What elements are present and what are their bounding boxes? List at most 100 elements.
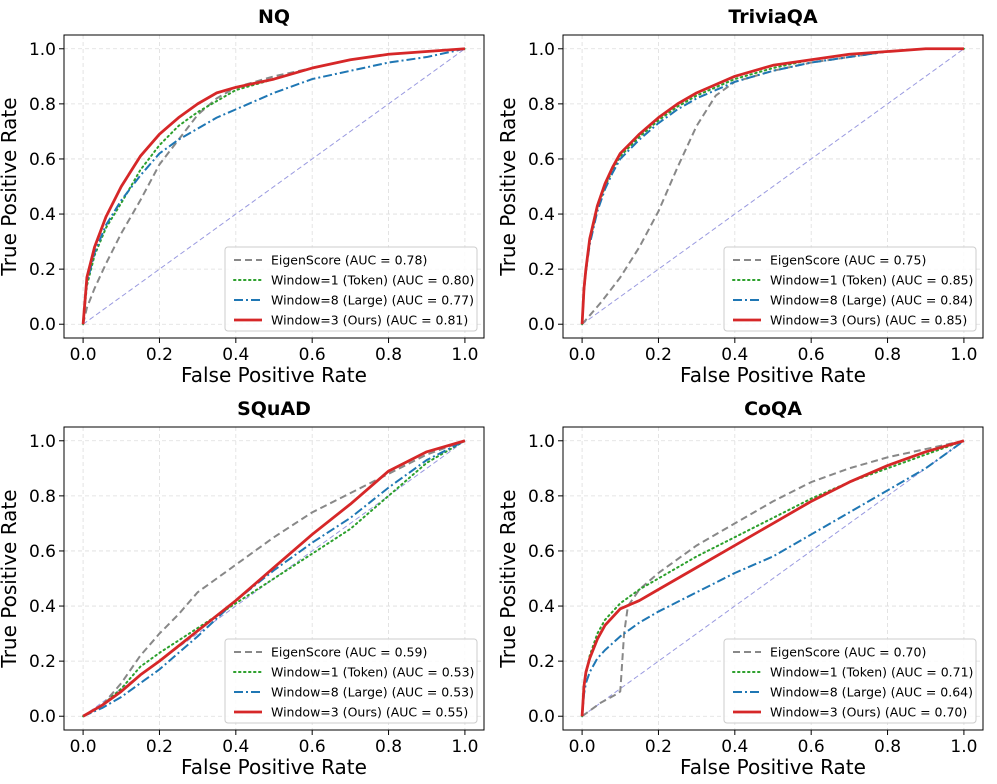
x-tick-label: 0.6	[299, 737, 326, 757]
y-tick-label: 0.0	[29, 315, 56, 335]
y-tick-label: 1.0	[528, 40, 555, 60]
legend-entry-label: Window=8 (Large) (AUC = 0.77)	[271, 293, 474, 308]
legend: EigenScore (AUC = 0.75) Window=1 (Token) …	[723, 246, 977, 332]
y-tick-label: 0.0	[528, 707, 555, 727]
x-tick-label: 0.2	[146, 737, 173, 757]
x-tick-label: 0.8	[874, 737, 901, 757]
x-tick-label: 0.0	[70, 345, 97, 365]
legend-box	[723, 246, 977, 332]
legend-entry-label: Window=3 (Ours) (AUC = 0.70)	[770, 705, 967, 720]
legend-entry-label: Window=1 (Token) (AUC = 0.71)	[770, 665, 973, 680]
y-tick-label: 0.6	[29, 542, 56, 562]
legend-entry-label: EigenScore (AUC = 0.78)	[271, 253, 427, 268]
y-tick-label: 0.4	[528, 597, 555, 617]
series-line-4	[82, 439, 466, 718]
y-tick-label: 0.8	[29, 487, 56, 507]
x-tick-label: 0.4	[222, 345, 249, 365]
legend-entry-label: EigenScore (AUC = 0.70)	[770, 645, 926, 660]
y-tick-label: 0.2	[29, 260, 56, 280]
legend: EigenScore (AUC = 0.59) Window=1 (Token) …	[224, 638, 478, 724]
y-tick-label: 1.0	[29, 432, 56, 452]
diagonal-reference-line	[581, 440, 965, 717]
legend-box	[224, 246, 478, 332]
y-tick-label: 0.4	[29, 597, 56, 617]
series-line-1	[82, 439, 466, 718]
y-tick-label: 0.4	[29, 205, 56, 225]
y-tick-label: 0.8	[528, 487, 555, 507]
legend-entry-label: Window=8 (Large) (AUC = 0.64)	[770, 685, 973, 700]
x-tick-label: 0.8	[375, 737, 402, 757]
y-axis-label: True Positive Rate	[0, 97, 21, 276]
y-axis-label: True Positive Rate	[496, 489, 520, 668]
x-tick-label: 0.0	[70, 737, 97, 757]
chart-title: CoQA	[744, 398, 802, 420]
y-tick-label: 0.4	[528, 205, 555, 225]
x-axis-label: False Positive Rate	[680, 363, 866, 387]
axes-frame	[63, 426, 485, 731]
legend-entry-label: Window=8 (Large) (AUC = 0.53)	[271, 685, 474, 700]
chart-title: NQ	[258, 6, 290, 28]
diagonal-reference-line	[581, 48, 965, 325]
y-tick-label: 1.0	[528, 432, 555, 452]
legend-entry-label: Window=1 (Token) (AUC = 0.80)	[271, 273, 474, 288]
chart-title: SQuAD	[237, 398, 311, 420]
x-tick-label: 0.2	[645, 345, 672, 365]
y-tick-label: 0.2	[528, 652, 555, 672]
chart-panel-1: 0.0 0.2 0.4 0.6 0.8 1.0 0.0 0.2 0.4 0.6 0.8 1.0 NQ Fa…	[0, 6, 485, 387]
series-line-2	[82, 439, 466, 718]
legend-entry-label: Window=3 (Ours) (AUC = 0.55)	[271, 705, 468, 720]
x-tick-label: 0.4	[721, 345, 748, 365]
y-tick-label: 0.0	[528, 315, 555, 335]
axes-frame	[562, 426, 984, 731]
legend-box	[224, 638, 478, 724]
y-axis-label: True Positive Rate	[496, 97, 520, 276]
series-line-4	[81, 47, 466, 325]
legend: EigenScore (AUC = 0.70) Window=1 (Token) …	[723, 638, 977, 724]
y-tick-label: 0.6	[29, 150, 56, 170]
y-tick-label: 0.8	[29, 95, 56, 115]
x-axis-label: False Positive Rate	[680, 755, 866, 779]
y-tick-label: 0.6	[528, 542, 555, 562]
legend-entry-label: Window=3 (Ours) (AUC = 0.81)	[271, 313, 468, 328]
x-tick-label: 1.0	[950, 737, 977, 757]
x-tick-label: 0.6	[299, 345, 326, 365]
legend-entry-label: EigenScore (AUC = 0.75)	[770, 253, 926, 268]
x-tick-label: 0.4	[721, 737, 748, 757]
chart-panel-3: 0.0 0.2 0.4 0.6 0.8 1.0 0.0 0.2 0.4 0.6 0.8 1.0 SQuA…	[0, 398, 485, 779]
x-tick-label: 0.4	[222, 737, 249, 757]
series-line-4	[580, 47, 964, 325]
legend-entry-label: Window=1 (Token) (AUC = 0.85)	[770, 273, 973, 288]
x-tick-label: 0.6	[798, 345, 825, 365]
y-tick-label: 0.8	[528, 95, 555, 115]
legend-entry-label: EigenScore (AUC = 0.59)	[271, 645, 427, 660]
x-tick-label: 0.6	[798, 737, 825, 757]
chart-title: TriviaQA	[728, 6, 818, 28]
x-tick-label: 1.0	[451, 737, 478, 757]
y-tick-label: 1.0	[29, 40, 56, 60]
axes-frame	[562, 34, 984, 339]
x-axis-label: False Positive Rate	[181, 363, 367, 387]
x-tick-label: 0.0	[569, 345, 596, 365]
legend: EigenScore (AUC = 0.78) Window=1 (Token) …	[224, 246, 478, 332]
x-tick-label: 1.0	[451, 345, 478, 365]
x-tick-label: 0.0	[569, 737, 596, 757]
chart-panel-2: 0.0 0.2 0.4 0.6 0.8 1.0 0.0 0.2 0.4 0.6 0.8 1.0 Triv…	[496, 6, 984, 387]
y-tick-label: 0.6	[528, 150, 555, 170]
x-tick-label: 0.8	[874, 345, 901, 365]
legend-entry-label: Window=1 (Token) (AUC = 0.53)	[271, 665, 474, 680]
x-axis-label: False Positive Rate	[181, 755, 367, 779]
series-line-3	[82, 47, 466, 325]
x-tick-label: 1.0	[950, 345, 977, 365]
series-line-4	[580, 439, 965, 717]
chart-panel-4: 0.0 0.2 0.4 0.6 0.8 1.0 0.0 0.2 0.4 0.6 0.8 1.0 CoQA…	[496, 398, 984, 779]
series-line-1	[581, 439, 965, 718]
diagonal-reference-line	[82, 48, 466, 325]
legend-entry-label: Window=3 (Ours) (AUC = 0.85)	[770, 313, 967, 328]
x-tick-label: 0.8	[375, 345, 402, 365]
y-axis-label: True Positive Rate	[0, 489, 21, 668]
legend-entry-label: Window=8 (Large) (AUC = 0.84)	[770, 293, 973, 308]
y-tick-label: 0.0	[29, 707, 56, 727]
y-tick-label: 0.2	[528, 260, 555, 280]
y-tick-label: 0.2	[29, 652, 56, 672]
legend-box	[723, 638, 977, 724]
